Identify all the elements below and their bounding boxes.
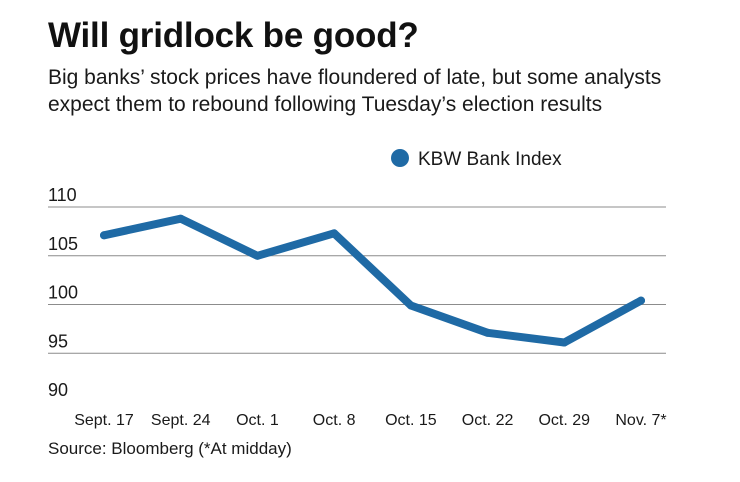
data-point [483,328,492,337]
x-tick-label: Sept. 24 [151,412,211,429]
data-point [330,229,339,238]
data-point [100,231,108,240]
x-tick-label: Oct. 8 [313,412,356,429]
x-tick-label: Oct. 29 [538,412,590,429]
data-point [406,301,415,310]
y-tick-label: 110 [48,185,77,205]
y-tick-label: 100 [48,283,78,303]
legend-marker [391,149,409,167]
x-tick-label: Oct. 15 [385,412,437,429]
series-layer [100,214,645,347]
page-title: Will gridlock be good? [48,16,419,55]
x-tick-label: Sept. 17 [74,412,134,429]
source-note: Source: Bloomberg (*At midday) [48,439,292,458]
series-line-kbw-bank-index [100,214,645,347]
data-point [253,251,262,260]
x-tick-label: Oct. 1 [236,412,279,429]
x-axis-tick-labels: Sept. 17 Sept. 24 Oct. 1 Oct. 8 Oct. 15 Oct. … [74,412,666,429]
data-point [637,296,645,305]
data-point [176,214,185,223]
page-subtitle: Big banks’ stock prices have floundered … [48,66,662,116]
y-axis-tick-labels: 90 95 100 105 110 [48,185,78,400]
legend: KBW Bank Index [391,149,562,170]
x-tick-label: Oct. 22 [462,412,514,429]
x-tick-label: Nov. 7* [615,412,666,429]
y-tick-label: 90 [48,380,68,400]
data-point [560,338,569,347]
legend-label: KBW Bank Index [418,149,562,170]
y-tick-label: 95 [48,331,68,351]
y-tick-label: 105 [48,234,78,254]
